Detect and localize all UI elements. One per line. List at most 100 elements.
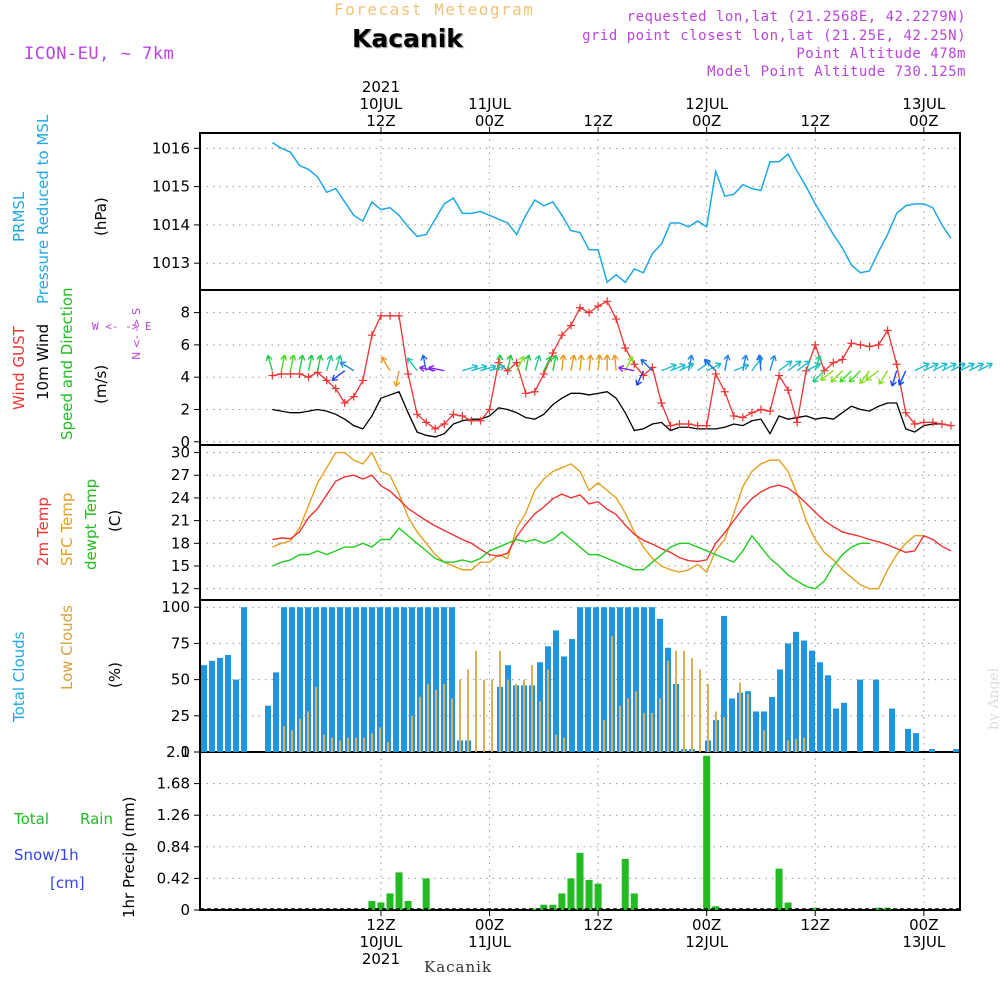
wind-direction-arrow: [618, 364, 635, 373]
top-time-label: 00Z: [475, 112, 504, 130]
pressure-ytick-label: 1015: [152, 178, 190, 196]
wind-direction-arrow: [635, 370, 644, 386]
rain-bar: [540, 904, 548, 910]
wind-gust-marker: [566, 321, 575, 330]
wind-gust-marker: [612, 315, 621, 324]
total-cloud-bar: [289, 607, 295, 752]
wind-direction-arrow: [661, 363, 677, 372]
wind-ytick-label: 0: [180, 433, 190, 451]
low-cloud-bar: [347, 737, 349, 752]
wind-gust-marker: [322, 376, 331, 385]
total-cloud-bar: [593, 607, 599, 752]
wind-direction-arrow: [335, 354, 343, 371]
total-cloud-bar: [641, 607, 647, 752]
wind-direction-arrow: [787, 360, 802, 372]
total-cloud-bar: [401, 607, 407, 752]
rain-bar: [811, 907, 819, 910]
wind-gust-marker: [395, 311, 404, 320]
total-cloud-bar: [561, 656, 567, 752]
low-cloud-bar: [707, 683, 709, 752]
wind-gust-marker: [784, 386, 793, 395]
sfc-temp-series: [272, 451, 924, 590]
wind-direction-arrow: [859, 370, 871, 385]
rain-bar: [558, 893, 566, 910]
total-cloud-bar: [337, 607, 343, 752]
wind-gust-marker: [811, 340, 820, 349]
wind-gust-marker: [901, 408, 910, 417]
total-cloud-bar: [425, 607, 431, 752]
temp-ytick-label: 18: [171, 534, 190, 552]
wind-direction-arrow: [428, 364, 445, 373]
rain-bar: [594, 883, 602, 910]
low-cloud-bar: [507, 679, 509, 752]
rain-bar: [775, 868, 783, 910]
wind-gust-marker: [576, 303, 584, 312]
bottom-time-label: 11JUL: [468, 933, 511, 951]
wind-direction-arrow: [703, 358, 717, 372]
low-cloud-bar: [611, 636, 613, 752]
wind-gust-marker: [720, 387, 729, 396]
wind-direction-arrow: [406, 357, 418, 372]
wind-gust-marker: [295, 369, 304, 378]
wind-direction-arrow: [932, 362, 948, 372]
clouds-ytick-label: 50: [171, 671, 190, 689]
wind-gust-marker: [657, 399, 666, 408]
rain-bar: [549, 904, 557, 910]
wind-gust-marker: [404, 369, 413, 378]
rain-bar: [404, 900, 412, 910]
low-cloud-bar: [739, 682, 741, 752]
wind-gust-marker: [838, 355, 847, 364]
wind-gust-marker: [937, 420, 946, 429]
wind-direction-arrow: [316, 354, 324, 371]
low-cloud-bar: [699, 669, 701, 752]
wind-direction-arrow: [489, 364, 506, 372]
rain-bar: [630, 893, 638, 910]
total-cloud-bar: [281, 607, 287, 752]
total-cloud-bar: [769, 696, 775, 752]
wind-direction-arrow: [265, 354, 274, 371]
clouds-ytick-label: 75: [171, 634, 190, 652]
low-cloud-bar: [691, 657, 693, 752]
wind-direction-arrow: [959, 362, 975, 372]
total-cloud-bar: [753, 711, 759, 752]
bottom-time-label: 2021: [362, 950, 400, 968]
wind-direction-arrow: [733, 363, 750, 372]
total-cloud-bar: [833, 708, 839, 752]
wind-gust-marker: [548, 348, 557, 357]
total-cloud-bar: [585, 607, 591, 752]
low-cloud-bar: [467, 669, 469, 752]
wind-gust-marker: [919, 418, 928, 427]
low-cloud-bar: [491, 679, 493, 752]
total-cloud-bar: [209, 660, 215, 752]
precip-rain-label: Rain: [80, 810, 113, 828]
low-cloud-bar: [371, 733, 373, 752]
rain-bar: [377, 902, 385, 910]
low-cloud-bar: [683, 650, 685, 752]
requested-coords: requested lon,lat (21.2568E, 42.2279N): [626, 9, 966, 25]
wind-direction-arrow: [923, 362, 939, 372]
temp-ytick-label: 12: [171, 580, 190, 598]
wind-gust-marker: [557, 331, 566, 340]
total-cloud-bar: [393, 607, 399, 752]
low-cloud-bar: [803, 737, 805, 752]
wind-gust-marker: [946, 421, 955, 430]
pressure-ytick-label: 1014: [152, 216, 190, 234]
wind-gust-marker: [747, 408, 756, 417]
wind-gust-marker: [874, 340, 883, 349]
rain-bar: [712, 906, 720, 910]
total-cloud-bar: [825, 675, 831, 752]
wind-gust-marker: [775, 371, 784, 380]
wind-gust-marker: [376, 311, 385, 320]
wind-gust-marker: [304, 373, 313, 382]
dewpoint-series: [272, 527, 870, 590]
wind-direction-arrow: [496, 354, 504, 371]
clouds-ytick-label: 100: [161, 598, 190, 616]
wind-direction-arrow: [381, 356, 391, 372]
total-cloud-bar: [785, 643, 791, 752]
wind-gust-marker: [467, 416, 476, 425]
wind-direction-arrow: [687, 354, 695, 371]
low-cloud-bar: [795, 738, 797, 752]
wind-direction-arrow: [769, 354, 777, 371]
low-cloud-bar: [323, 734, 325, 752]
low-cloud-bar: [291, 730, 293, 752]
